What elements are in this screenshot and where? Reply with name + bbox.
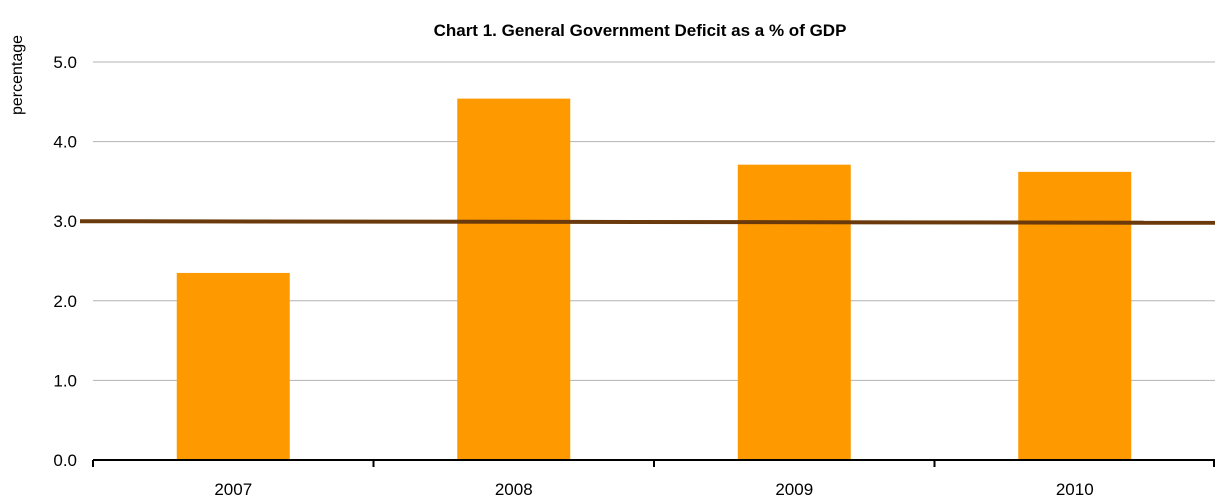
bars xyxy=(176,98,1132,460)
x-tick-label: 2010 xyxy=(1056,480,1094,499)
y-tick-label: 5.0 xyxy=(53,53,77,72)
x-tick-label: 2009 xyxy=(775,480,813,499)
y-tick-label: 2.0 xyxy=(53,292,77,311)
bar-2010 xyxy=(1018,171,1132,460)
y-tick-label: 1.0 xyxy=(53,371,77,390)
reference-line xyxy=(79,219,1215,225)
bar-2009 xyxy=(737,164,851,460)
reference-line-layer xyxy=(79,219,1215,225)
y-tick-label: 0.0 xyxy=(53,451,77,470)
x-tick-label: 2007 xyxy=(214,480,252,499)
y-axis-title: percentage xyxy=(9,35,26,115)
chart-title: Chart 1. General Government Deficit as a… xyxy=(434,21,847,40)
bar-2007 xyxy=(176,272,290,460)
x-tick-label: 2008 xyxy=(495,480,533,499)
y-tick-label: 4.0 xyxy=(53,133,77,152)
bar-2008 xyxy=(457,98,571,460)
y-tick-label: 3.0 xyxy=(53,212,77,231)
axes: 2007 2008 2009 2010 xyxy=(92,459,1215,499)
